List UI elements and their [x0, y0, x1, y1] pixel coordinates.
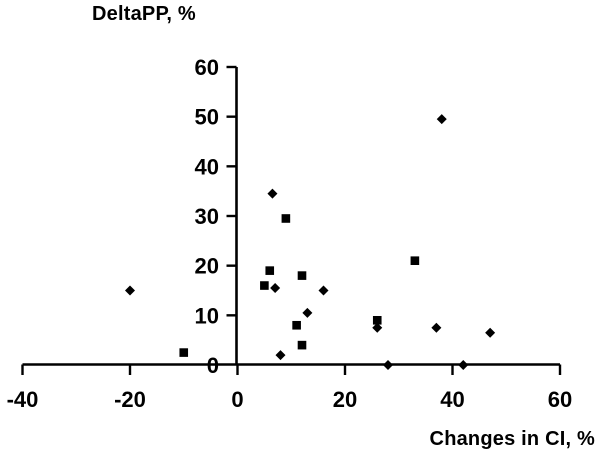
data-point-square	[410, 256, 420, 265]
y-tick-label: 60	[195, 55, 219, 80]
data-point-square	[372, 316, 382, 325]
data-point-diamond	[485, 327, 496, 338]
y-tick-label: 30	[195, 204, 219, 229]
data-point-square	[297, 271, 307, 280]
data-point-diamond	[458, 360, 469, 370]
data-point-square	[297, 340, 307, 350]
data-point-square	[260, 281, 269, 290]
data-point-diamond	[270, 283, 281, 294]
x-axis-title: Changes in CI, %	[429, 428, 595, 450]
data-point-diamond	[267, 188, 278, 199]
data-point-diamond	[302, 307, 313, 318]
data-point-square	[179, 348, 189, 357]
data-point-diamond	[372, 322, 383, 333]
x-tick-label: 0	[231, 387, 243, 412]
data-point-diamond	[383, 360, 393, 370]
data-point-square	[292, 320, 301, 330]
x-tick-label: 60	[548, 387, 572, 412]
y-axis-title: DeltaPP, %	[92, 3, 196, 25]
x-tick-label: -40	[7, 387, 39, 412]
y-tick-label: 40	[195, 154, 219, 179]
data-point-square	[281, 214, 291, 223]
data-point-diamond	[431, 322, 442, 333]
data-point-diamond	[275, 350, 286, 361]
x-tick-label: -20	[114, 387, 146, 412]
data-point-diamond	[125, 285, 135, 296]
y-tick-label: 20	[195, 254, 219, 279]
x-tick-label: 40	[440, 387, 464, 412]
data-point-square	[265, 266, 275, 275]
y-tick-label: 10	[195, 303, 219, 328]
x-tick-label: 20	[333, 387, 357, 412]
data-point-diamond	[318, 285, 329, 296]
data-point-diamond	[436, 114, 447, 125]
y-tick-label: 50	[195, 105, 219, 130]
